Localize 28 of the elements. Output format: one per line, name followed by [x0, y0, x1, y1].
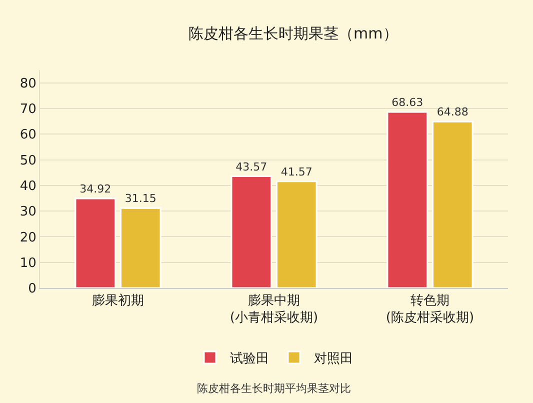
data-label: 31.15 [124, 192, 156, 206]
bar [74, 198, 116, 288]
chart-title: 陈皮柑各生长时期果茎（mm） [188, 24, 398, 43]
bar [386, 111, 428, 288]
bar [120, 207, 162, 288]
data-label: 43.57 [236, 160, 268, 174]
y-tick-label: 10 [20, 256, 36, 271]
data-label: 68.63 [392, 96, 424, 109]
legend-label: 试验田 [230, 352, 269, 367]
data-label: 41.57 [280, 165, 312, 178]
y-tick-label: 20 [20, 230, 36, 246]
y-tick-label: 0 [28, 282, 36, 297]
bar [230, 176, 272, 288]
y-tick-label: 60 [20, 128, 36, 143]
legend-label: 对照田 [314, 352, 353, 367]
y-tick-label: 40 [20, 178, 36, 194]
text: 陈皮柑各生长时期平均果茎对比 [197, 382, 351, 395]
x-tick-label: 膨果中期 (小青柑采收期) [230, 294, 318, 326]
data-label: 34.92 [80, 182, 112, 196]
data-label: 64.88 [436, 106, 468, 119]
bar [276, 180, 318, 288]
y-tick-label: 70 [20, 102, 36, 118]
y-tick-label: 50 [20, 153, 36, 168]
x-tick-label: 膨果初期 [92, 294, 144, 309]
bar [432, 120, 474, 288]
y-tick-label: 30 [20, 204, 36, 220]
x-tick-label: 转色期 (陈皮柑采收期) [386, 294, 474, 326]
y-tick-label: 80 [20, 76, 36, 92]
